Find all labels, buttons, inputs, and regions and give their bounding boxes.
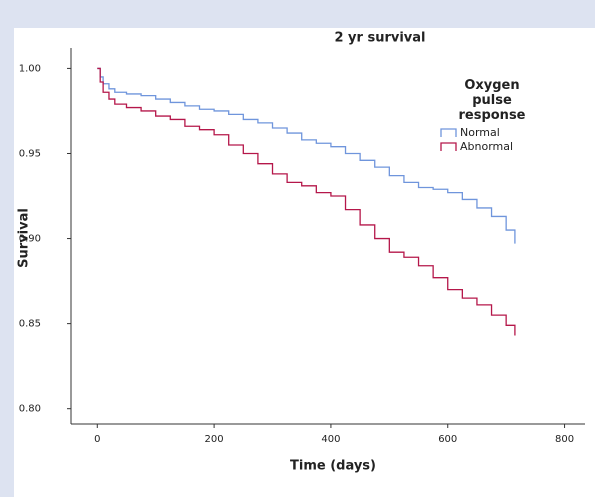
panel (14, 28, 595, 497)
x-axis-label: Time (days) (290, 459, 376, 474)
y-tick-label: 0.95 (19, 148, 41, 159)
legend-label: Normal (460, 125, 500, 139)
legend: Oxygen pulse response Normal Abnormal (432, 78, 552, 153)
legend-label: Abnormal (460, 139, 514, 153)
y-tick-label: 0.90 (19, 234, 41, 245)
legend-swatch (440, 128, 457, 137)
legend-icon (440, 142, 457, 151)
x-tick-label: 0 (94, 434, 100, 445)
y-tick-label: 0.85 (19, 319, 41, 330)
legend-title: Oxygen pulse response (458, 78, 526, 123)
survival-curve (97, 67, 516, 336)
legend-swatch (440, 142, 457, 151)
legend-entry: Normal (432, 125, 552, 139)
y-tick-label: 1.00 (19, 63, 41, 74)
legend-entry: Abnormal (432, 139, 552, 153)
survival-curve (97, 67, 516, 244)
y-tick-label: 0.80 (19, 404, 41, 415)
x-tick-label: 800 (555, 434, 574, 445)
x-tick-label: 400 (321, 434, 340, 445)
legend-icon (440, 128, 457, 137)
chart-title: 2 yr survival (334, 31, 425, 46)
x-tick-label: 200 (205, 434, 224, 445)
x-tick-label: 600 (438, 434, 457, 445)
y-axis-label: Survival (17, 208, 32, 268)
